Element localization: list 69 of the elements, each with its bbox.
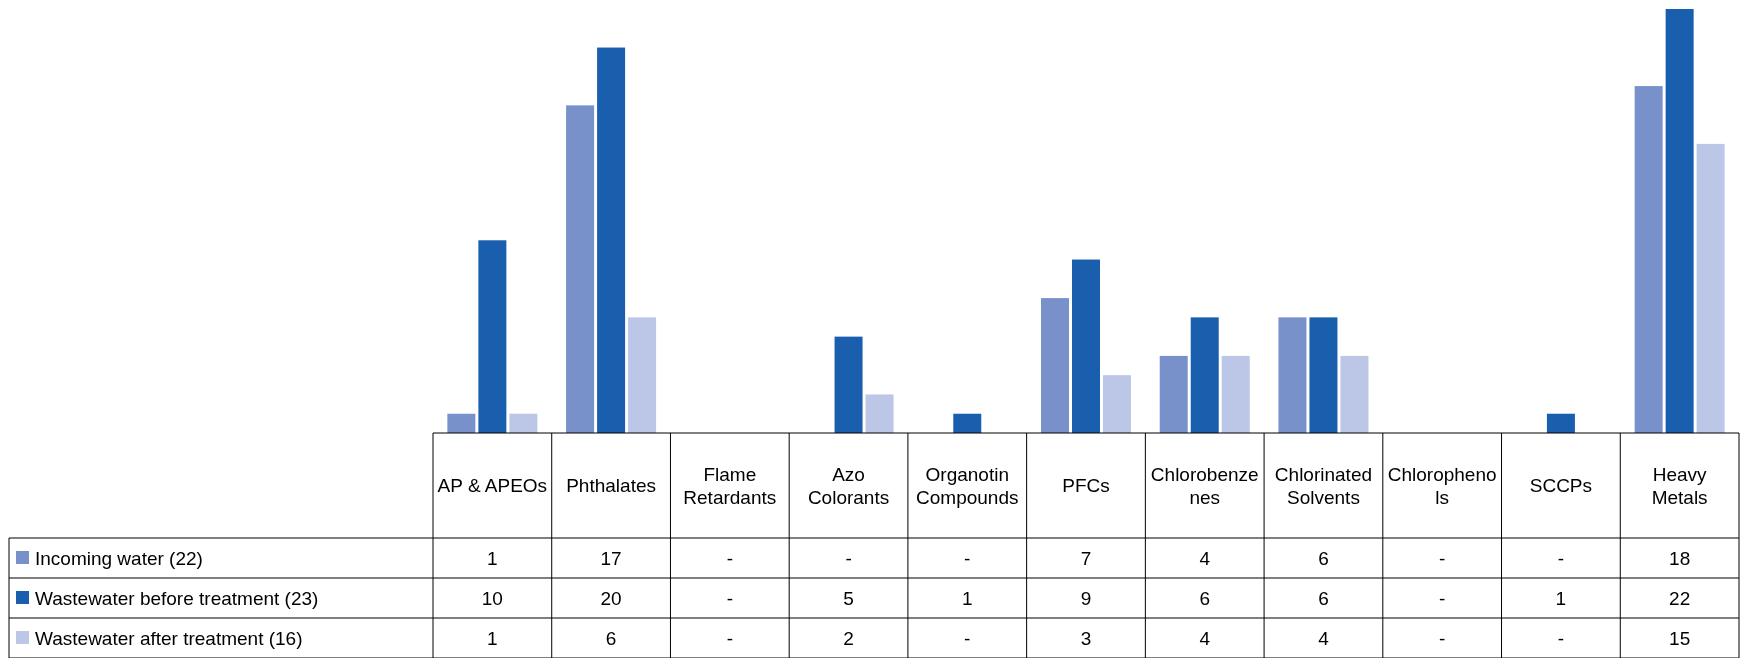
data-label: 5 (843, 587, 854, 609)
data-label: 6 (1318, 547, 1329, 569)
x-tick-label: Flame Retardants (683, 463, 777, 508)
bar (1041, 298, 1069, 433)
bar (628, 317, 657, 433)
x-tick-label: AP & APEOs (437, 475, 548, 497)
text: - (726, 587, 733, 609)
text: - (845, 547, 852, 569)
legend-label: Wastewater before treatment (23) (35, 587, 319, 609)
bar (1546, 413, 1575, 433)
x-tick-label: Chlorobenzenes (1150, 463, 1259, 508)
bar (1634, 86, 1663, 433)
data-label: 4 (1199, 547, 1211, 569)
bar (478, 240, 507, 433)
data-label: 22 (1669, 587, 1691, 609)
data-label: 10 (481, 587, 503, 609)
bar (1159, 355, 1188, 433)
bar (834, 336, 863, 433)
text: - (964, 627, 971, 649)
x-tick-label: Organotin Compounds (916, 463, 1019, 508)
data-label: 15 (1669, 627, 1691, 649)
bar (1696, 143, 1725, 433)
bar (953, 413, 982, 433)
data-label: 6 (1318, 587, 1329, 609)
bar (447, 413, 476, 433)
data-label: 18 (1669, 547, 1691, 569)
text: - (726, 547, 733, 569)
bar (1665, 9, 1694, 433)
legend-label: Wastewater after treatment (16) (35, 627, 303, 649)
data-label: 1 (961, 587, 973, 609)
bar (509, 413, 538, 433)
data-label: 1 (487, 627, 498, 649)
bar (1278, 317, 1307, 433)
data-label: 1 (1555, 587, 1567, 609)
bar (865, 394, 894, 433)
x-tick-label: Chlorinated Solvents (1274, 463, 1373, 508)
data-label: 4 (1318, 627, 1330, 649)
x-tick-label: SCCPs (1529, 475, 1593, 497)
data-label: 9 (1080, 587, 1092, 609)
x-tick-label: Phthalates (566, 475, 656, 497)
text: - (1439, 627, 1446, 649)
x-tick-label: Chlorophenols (1387, 463, 1497, 508)
bar (1340, 355, 1369, 433)
data-label: 17 (600, 547, 622, 569)
text: - (1439, 547, 1446, 569)
data-label: 4 (1199, 627, 1211, 649)
data-label: 1 (487, 547, 498, 569)
data-label: 3 (1080, 627, 1092, 649)
bar (1072, 259, 1100, 433)
x-tick-label: Heavy Metals (1651, 463, 1708, 508)
data-label: 7 (1080, 547, 1092, 569)
legend-label: Incoming water (22) (35, 547, 203, 569)
data-label: 6 (1199, 587, 1211, 609)
bar (566, 105, 595, 433)
data-label: 20 (600, 587, 622, 609)
text: - (964, 547, 971, 569)
bar (1190, 317, 1219, 433)
data-label: 2 (843, 627, 854, 649)
x-tick-label: PFCs (1062, 475, 1110, 497)
bar (597, 47, 626, 433)
text: - (1557, 547, 1565, 569)
text: - (1439, 587, 1446, 609)
text: - (726, 627, 733, 649)
bar (1103, 375, 1131, 433)
bar (1221, 355, 1250, 433)
bar (1309, 317, 1338, 433)
data-label: 6 (605, 627, 617, 649)
x-tick-label: Azo Colorants (807, 463, 890, 508)
text: - (1557, 627, 1565, 649)
